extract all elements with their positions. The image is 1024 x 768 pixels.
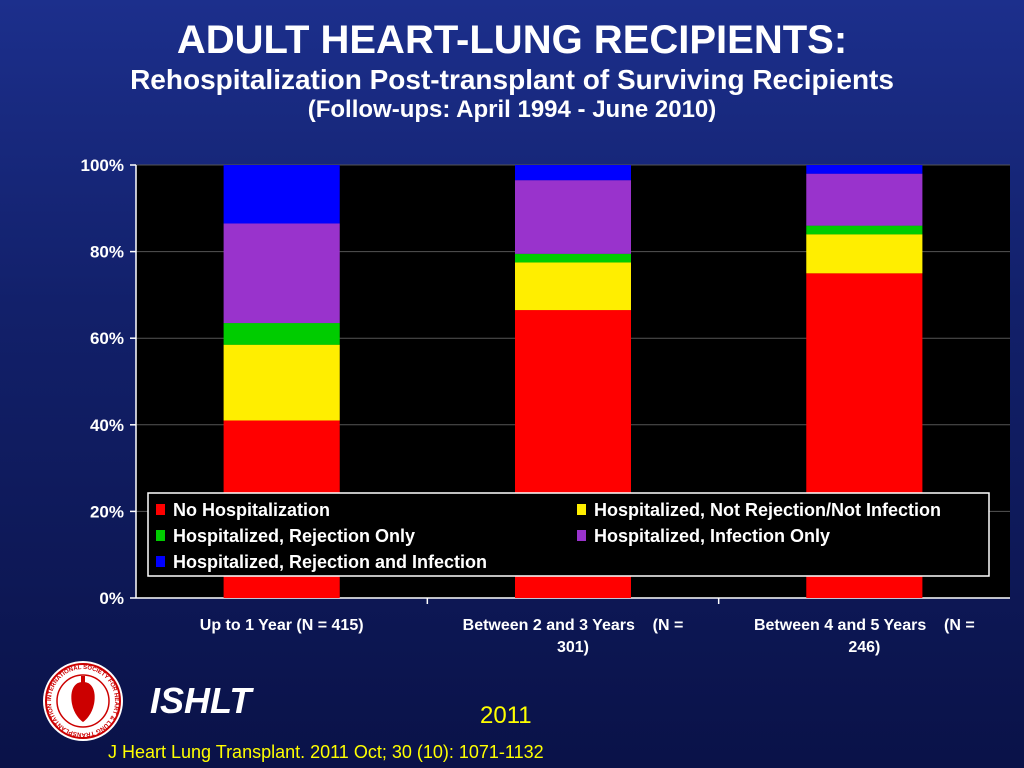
y-tick-label: 100%	[81, 156, 124, 175]
bar-segment	[223, 165, 340, 224]
x-tick-label: Up to 1 Year (N = 415)	[200, 617, 364, 634]
page-subtitle: Rehospitalization Post-transplant of Sur…	[130, 64, 894, 95]
year-label: 2011	[480, 702, 532, 729]
bar-segment	[223, 323, 340, 345]
follow-up-period: (Follow-ups: April 1994 - June 2010)	[307, 96, 717, 123]
legend-swatch	[577, 504, 586, 515]
y-tick-label: 80%	[90, 243, 124, 262]
bar-segment	[515, 180, 631, 254]
bar-segment	[223, 344, 340, 421]
ishlt-logo-icon: INTERNATIONAL SOCIETY FOR HEART & LUNG T…	[43, 661, 123, 741]
stacked-bar-chart: 0% 20% 40% 60% 80% 100% Up to 1 Year (N = 415)…	[81, 156, 1010, 656]
y-tick-label: 60%	[90, 329, 124, 348]
legend-swatch	[577, 530, 586, 541]
y-tick-label: 40%	[90, 416, 124, 435]
bar-segment	[515, 165, 631, 181]
legend-label: Hospitalized, Rejection and Infection	[173, 552, 487, 572]
bar-segment	[223, 223, 340, 324]
x-tick-label: Between 4 and 5 Years (N =	[754, 617, 975, 634]
bar-segment	[806, 173, 923, 226]
legend-swatch	[156, 504, 165, 515]
x-tick-label: 301)	[557, 639, 589, 656]
citation: J Heart Lung Transplant. 2011 Oct; 30 (1…	[108, 742, 544, 762]
bar-segment	[806, 165, 923, 174]
page-title: ADULT HEART-LUNG RECIPIENTS:	[176, 18, 848, 62]
legend-label: No Hospitalization	[173, 500, 330, 520]
bar-segment	[515, 262, 631, 311]
legend-label: Hospitalized, Rejection Only	[173, 526, 415, 546]
ishlt-label: ISHLT	[150, 680, 252, 721]
bar-segment	[806, 225, 923, 235]
legend-swatch	[156, 530, 165, 541]
y-tick-label: 20%	[90, 502, 124, 521]
y-tick-label: 0%	[99, 589, 124, 608]
legend-label: Hospitalized, Infection Only	[594, 526, 830, 546]
legend-swatch	[156, 556, 165, 567]
x-tick-label: 246)	[848, 639, 880, 656]
legend-label: Hospitalized, Not Rejection/Not Infectio…	[594, 500, 941, 520]
bar-segment	[515, 253, 631, 263]
x-tick-label: Between 2 and 3 Years (N =	[463, 617, 684, 634]
bar-segment	[806, 234, 923, 274]
legend-box	[147, 492, 990, 577]
